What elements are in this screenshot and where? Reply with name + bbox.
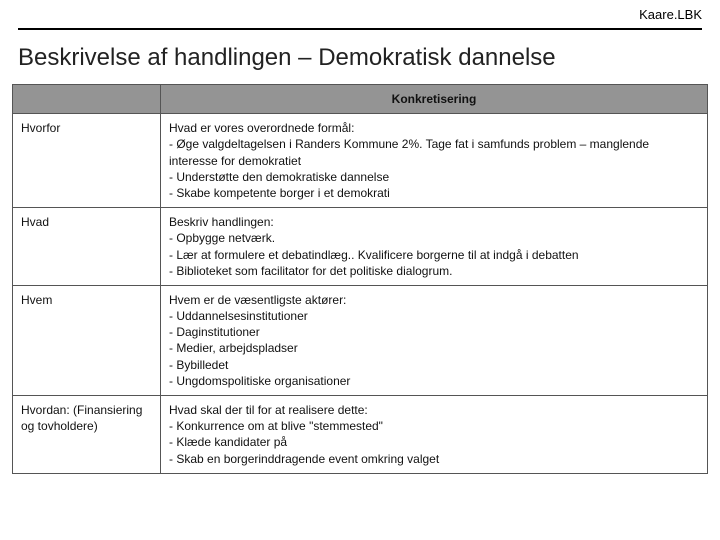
content-line: - Klæde kandidater på (169, 434, 699, 450)
content-line: - Lær at formulere et debatindlæg.. Kval… (169, 247, 699, 263)
content-line: - Opbygge netværk. (169, 230, 699, 246)
brand-text: Kaare.LBK (639, 7, 702, 22)
content-line: - Understøtte den demokratiske dannelse (169, 169, 699, 185)
content-lead: Hvad er vores overordnede formål: (169, 120, 699, 136)
row-content: Hvad er vores overordnede formål: - Øge … (161, 114, 708, 208)
content-line: - Konkurrence om at blive "stemmested" (169, 418, 699, 434)
content-line: - Skab en borgerinddragende event omkrin… (169, 451, 699, 467)
table-header-row: Konkretisering (13, 85, 708, 114)
content-line: - Uddannelsesinstitutioner (169, 308, 699, 324)
header-cell-left (13, 85, 161, 114)
content-lead: Beskriv handlingen: (169, 214, 699, 230)
table-row: Hvad Beskriv handlingen: - Opbygge netvæ… (13, 208, 708, 286)
header-cell-right: Konkretisering (161, 85, 708, 114)
content-line: - Biblioteket som facilitator for det po… (169, 263, 699, 279)
row-label: Hvem (13, 285, 161, 395)
page: Kaare.LBK Beskrivelse af handlingen – De… (0, 0, 720, 540)
content-lead: Hvad skal der til for at realisere dette… (169, 402, 699, 418)
page-title: Beskrivelse af handlingen – Demokratisk … (18, 44, 702, 72)
table-row: Hvordan: (Finansiering og tovholdere) Hv… (13, 396, 708, 474)
content-lead: Hvem er de væsentligste aktører: (169, 292, 699, 308)
content-line: - Øge valgdeltagelsen i Randers Kommune … (169, 136, 699, 168)
content-line: - Skabe kompetente borger i et demokrati (169, 185, 699, 201)
row-label: Hvordan: (Finansiering og tovholdere) (13, 396, 161, 474)
content-line: - Medier, arbejdspladser (169, 340, 699, 356)
row-label: Hvorfor (13, 114, 161, 208)
content-line: - Ungdomspolitiske organisationer (169, 373, 699, 389)
row-label: Hvad (13, 208, 161, 286)
header-rule: Kaare.LBK (18, 0, 702, 30)
content-line: - Daginstitutioner (169, 324, 699, 340)
row-content: Beskriv handlingen: - Opbygge netværk. -… (161, 208, 708, 286)
content-table: Konkretisering Hvorfor Hvad er vores ove… (12, 84, 708, 474)
content-line: - Bybilledet (169, 357, 699, 373)
table-row: Hvem Hvem er de væsentligste aktører: - … (13, 285, 708, 395)
table-row: Hvorfor Hvad er vores overordnede formål… (13, 114, 708, 208)
row-content: Hvad skal der til for at realisere dette… (161, 396, 708, 474)
row-content: Hvem er de væsentligste aktører: - Uddan… (161, 285, 708, 395)
